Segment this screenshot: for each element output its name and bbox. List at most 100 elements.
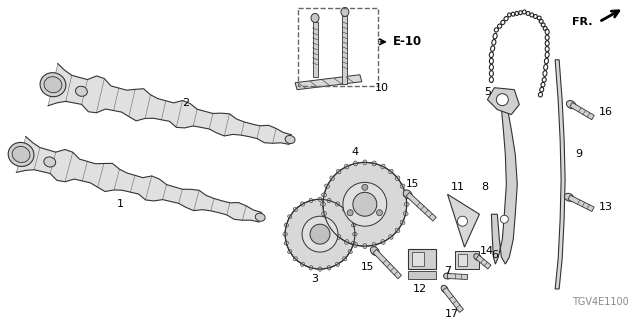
Text: FR.: FR. [572, 17, 592, 27]
Ellipse shape [44, 77, 62, 93]
Ellipse shape [318, 267, 322, 271]
Ellipse shape [388, 169, 393, 174]
Ellipse shape [396, 228, 400, 233]
Ellipse shape [293, 207, 298, 212]
Ellipse shape [564, 193, 574, 201]
Ellipse shape [344, 240, 349, 244]
Text: 17: 17 [444, 309, 459, 319]
Text: 6: 6 [491, 250, 498, 260]
Circle shape [376, 210, 383, 216]
Circle shape [310, 224, 330, 244]
Ellipse shape [341, 7, 349, 16]
Polygon shape [570, 102, 595, 120]
Ellipse shape [403, 193, 408, 197]
Text: 3: 3 [312, 274, 319, 284]
Circle shape [497, 94, 508, 106]
Ellipse shape [348, 250, 353, 253]
Text: 2: 2 [182, 98, 189, 108]
Polygon shape [447, 194, 479, 247]
Ellipse shape [403, 190, 412, 199]
Ellipse shape [400, 184, 405, 188]
Ellipse shape [309, 198, 313, 203]
Ellipse shape [363, 244, 367, 249]
Text: 16: 16 [599, 107, 613, 116]
Polygon shape [488, 88, 519, 115]
Ellipse shape [371, 247, 379, 256]
Ellipse shape [284, 241, 289, 245]
Text: 14: 14 [479, 246, 493, 256]
Polygon shape [295, 75, 362, 90]
Text: 15: 15 [361, 262, 374, 272]
Ellipse shape [353, 243, 358, 248]
Ellipse shape [8, 142, 34, 166]
Text: TGV4E1100: TGV4E1100 [572, 297, 629, 307]
Ellipse shape [287, 250, 292, 253]
Circle shape [362, 184, 368, 190]
Bar [342, 16, 348, 84]
Ellipse shape [321, 202, 326, 206]
Text: 15: 15 [406, 179, 419, 189]
Text: 10: 10 [375, 83, 389, 93]
Text: 7: 7 [444, 266, 451, 276]
Ellipse shape [381, 164, 385, 169]
Ellipse shape [255, 213, 265, 221]
Ellipse shape [441, 285, 448, 292]
Text: E-10: E-10 [393, 35, 422, 48]
Ellipse shape [330, 228, 335, 233]
Polygon shape [443, 287, 463, 312]
Ellipse shape [324, 184, 330, 188]
Ellipse shape [301, 202, 305, 206]
Polygon shape [17, 137, 262, 222]
Ellipse shape [372, 161, 376, 166]
Ellipse shape [342, 207, 347, 212]
Ellipse shape [324, 220, 330, 225]
Ellipse shape [301, 262, 305, 267]
Ellipse shape [372, 243, 376, 248]
Ellipse shape [327, 266, 331, 270]
Ellipse shape [363, 160, 367, 165]
Text: 4: 4 [351, 148, 358, 157]
Circle shape [353, 192, 377, 216]
Ellipse shape [337, 169, 341, 174]
Circle shape [458, 216, 467, 226]
Ellipse shape [400, 220, 405, 225]
Ellipse shape [396, 176, 400, 180]
Bar [412, 252, 424, 266]
Ellipse shape [351, 241, 356, 245]
Ellipse shape [321, 193, 326, 197]
Circle shape [500, 215, 508, 223]
Text: 5: 5 [484, 87, 491, 97]
Ellipse shape [330, 176, 335, 180]
Text: 12: 12 [413, 284, 427, 294]
Polygon shape [568, 195, 594, 212]
Ellipse shape [566, 100, 576, 109]
Text: 11: 11 [451, 182, 465, 192]
Polygon shape [48, 64, 291, 144]
Ellipse shape [403, 212, 408, 216]
Ellipse shape [348, 215, 353, 219]
Ellipse shape [283, 232, 287, 236]
Ellipse shape [284, 223, 289, 227]
Circle shape [343, 182, 387, 226]
Bar [312, 22, 317, 77]
Bar [454, 251, 479, 269]
Polygon shape [406, 192, 436, 221]
Polygon shape [373, 249, 401, 279]
Bar [408, 271, 436, 279]
Ellipse shape [285, 135, 295, 144]
Ellipse shape [404, 202, 409, 206]
Ellipse shape [293, 257, 298, 261]
Ellipse shape [335, 202, 339, 206]
Ellipse shape [12, 147, 30, 163]
Ellipse shape [353, 232, 357, 236]
Text: 9: 9 [575, 149, 582, 159]
Text: 1: 1 [117, 199, 124, 209]
Circle shape [323, 163, 406, 246]
Ellipse shape [40, 73, 66, 97]
Circle shape [285, 199, 355, 269]
Polygon shape [447, 274, 468, 279]
Ellipse shape [474, 254, 481, 260]
Polygon shape [476, 255, 491, 269]
Ellipse shape [344, 164, 349, 169]
Ellipse shape [44, 157, 56, 167]
